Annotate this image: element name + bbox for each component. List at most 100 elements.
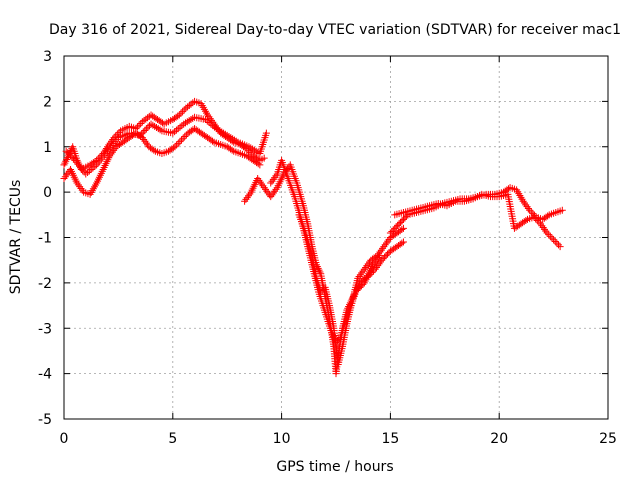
data-point (530, 213, 538, 221)
interpolated-marker (179, 108, 187, 116)
interpolated-marker (255, 176, 263, 184)
interpolated-marker (228, 146, 236, 154)
interpolated-marker (397, 218, 405, 226)
interpolated-marker (373, 255, 381, 263)
interpolated-marker (261, 185, 269, 193)
data-point (175, 111, 183, 119)
data-point (352, 288, 360, 296)
interpolated-marker (366, 266, 374, 274)
x-tick-label: 10 (273, 431, 291, 447)
interpolated-marker (269, 175, 277, 183)
data-point (550, 236, 558, 244)
data-point (171, 143, 179, 151)
interpolated-marker (108, 148, 116, 156)
interpolated-marker (554, 241, 562, 249)
data-point (526, 206, 534, 214)
interpolated-marker (68, 153, 76, 161)
interpolated-marker (137, 119, 145, 127)
interpolated-marker (398, 239, 406, 247)
y-tick-label: 3 (43, 49, 52, 65)
interpolated-marker (181, 133, 189, 141)
interpolated-marker (115, 129, 123, 137)
interpolated-marker (249, 145, 257, 153)
data-point (260, 154, 268, 162)
data-point (60, 175, 68, 183)
interpolated-marker (256, 178, 264, 186)
interpolated-marker (211, 123, 219, 131)
interpolated-marker (250, 146, 258, 154)
interpolated-marker (381, 241, 389, 249)
interpolated-marker (232, 137, 240, 145)
interpolated-marker (63, 171, 71, 179)
interpolated-marker (398, 226, 406, 234)
interpolated-marker (171, 128, 179, 136)
data-point (558, 206, 566, 214)
interpolated-marker (533, 216, 541, 224)
interpolated-marker (77, 184, 85, 192)
interpolated-marker (401, 214, 409, 222)
interpolated-marker (174, 125, 182, 133)
interpolated-marker (366, 268, 374, 276)
data-point (204, 111, 212, 119)
data-point (254, 175, 262, 183)
interpolated-marker (271, 187, 279, 195)
data-point (356, 283, 364, 291)
interpolated-marker (182, 131, 190, 139)
interpolated-marker (154, 125, 162, 133)
interpolated-marker (367, 264, 375, 272)
data-point (354, 274, 362, 282)
data-point (395, 220, 403, 228)
interpolated-marker (84, 168, 92, 176)
interpolated-marker (245, 192, 253, 200)
data-point (556, 243, 564, 251)
interpolated-marker (174, 112, 182, 120)
interpolated-marker (381, 253, 389, 261)
interpolated-marker (69, 155, 77, 163)
interpolated-marker (216, 127, 224, 135)
interpolated-marker (189, 99, 197, 107)
interpolated-marker (268, 177, 276, 185)
interpolated-marker (135, 121, 143, 129)
interpolated-marker (225, 133, 233, 141)
interpolated-marker (187, 116, 195, 124)
interpolated-marker (383, 250, 391, 258)
interpolated-marker (144, 123, 152, 131)
interpolated-marker (329, 332, 337, 340)
interpolated-marker (524, 204, 532, 212)
data-point (245, 143, 253, 151)
data-point (267, 179, 275, 187)
interpolated-marker (205, 119, 213, 127)
interpolated-marker (173, 141, 181, 149)
chart-title: Day 316 of 2021, Sidereal Day-to-day VTE… (49, 22, 621, 38)
interpolated-marker (379, 255, 387, 263)
interpolated-marker (394, 221, 402, 229)
interpolated-marker (207, 120, 215, 128)
interpolated-marker (177, 109, 185, 117)
interpolated-marker (353, 286, 361, 294)
data-point (106, 152, 114, 160)
data-point (543, 229, 551, 237)
series-6 (295, 211, 384, 369)
interpolated-marker (546, 232, 554, 240)
interpolated-marker (539, 224, 547, 232)
interpolated-marker (544, 212, 552, 220)
interpolated-marker (178, 122, 186, 130)
interpolated-marker (357, 282, 365, 290)
interpolated-marker (529, 210, 537, 218)
data-point (386, 229, 394, 237)
interpolated-marker (548, 234, 556, 242)
interpolated-marker (209, 137, 217, 145)
interpolated-marker (355, 273, 363, 281)
interpolated-marker (314, 264, 322, 272)
interpolated-marker (258, 180, 266, 188)
interpolated-marker (361, 277, 369, 285)
interpolated-marker (335, 335, 343, 343)
interpolated-marker (372, 257, 380, 265)
interpolated-marker (523, 203, 531, 211)
interpolated-marker (553, 239, 561, 247)
interpolated-marker (522, 216, 530, 224)
interpolated-marker (74, 181, 82, 189)
interpolated-marker (67, 152, 75, 160)
interpolated-marker (389, 226, 397, 234)
interpolated-marker (268, 191, 276, 199)
